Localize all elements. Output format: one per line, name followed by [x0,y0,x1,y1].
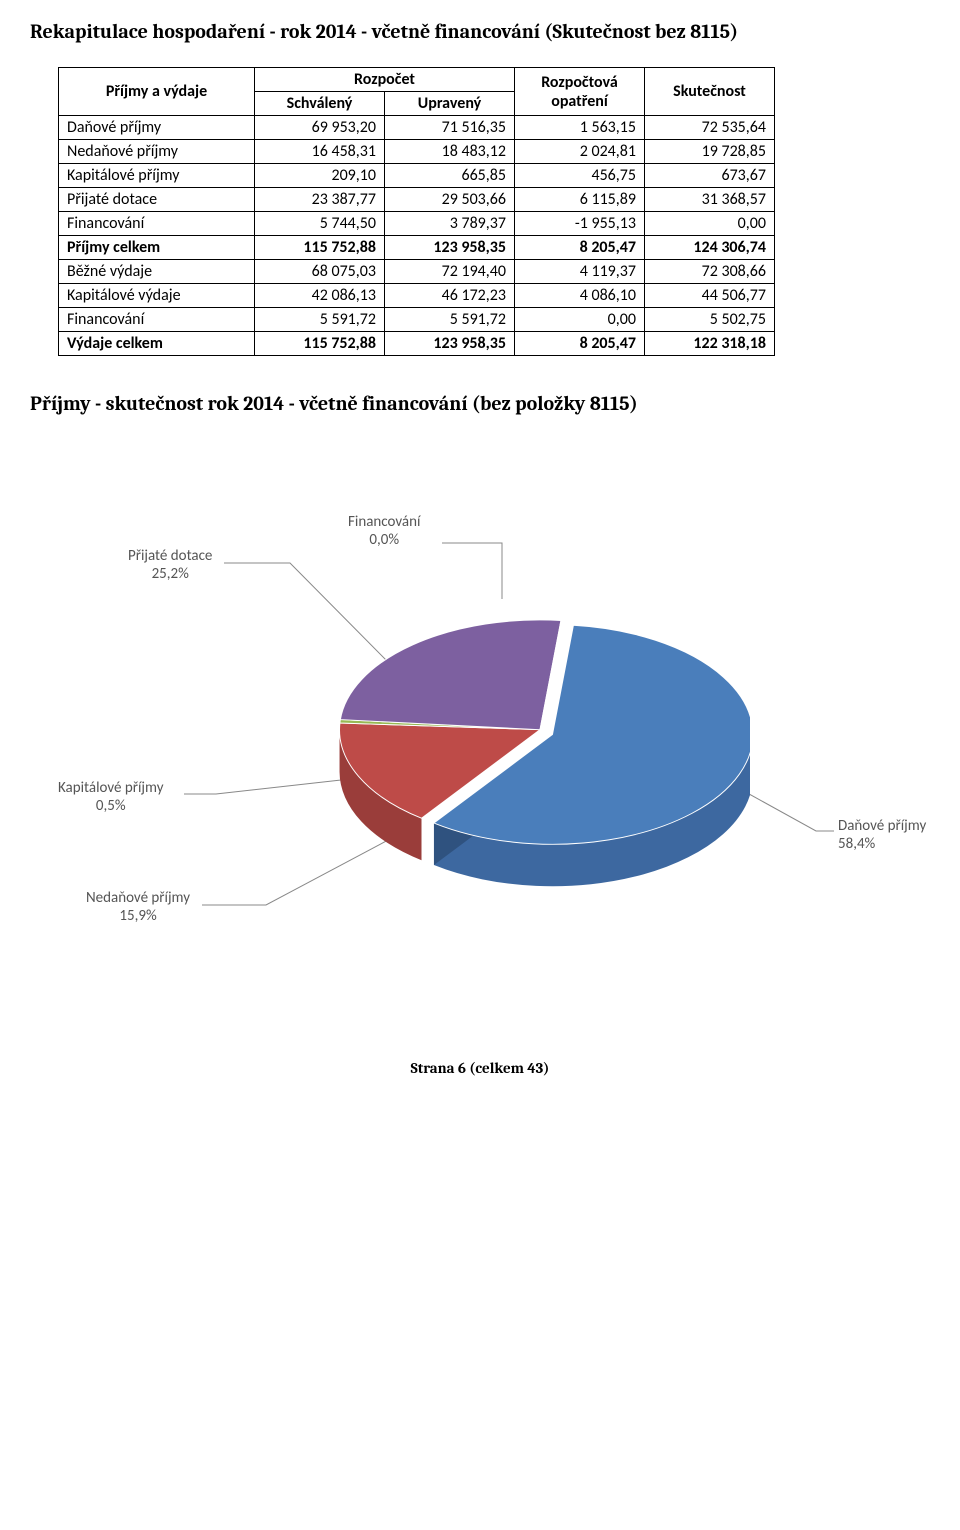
row-value: 31 368,57 [645,188,775,212]
row-value: 42 086,13 [255,284,385,308]
row-value: 5 502,75 [645,308,775,332]
row-value: 673,67 [645,164,775,188]
row-value: 68 075,03 [255,260,385,284]
th-skutecnost: Skutečnost [645,68,775,116]
row-value: 209,10 [255,164,385,188]
table-row: Kapitálové výdaje42 086,1346 172,234 086… [59,284,775,308]
row-value: 72 308,66 [645,260,775,284]
row-value: 71 516,35 [385,116,515,140]
row-value: -1 955,13 [515,212,645,236]
row-value: 8 205,47 [515,236,645,260]
page-footer: Strana 6 (celkem 43) [30,1059,930,1077]
page-title: Rekapitulace hospodaření - rok 2014 - vč… [30,20,930,43]
callout-pct: 15,9% [86,907,190,925]
row-label: Přijaté dotace [59,188,255,212]
row-value: 44 506,77 [645,284,775,308]
row-value: 6 115,89 [515,188,645,212]
row-label: Daňové příjmy [59,116,255,140]
table-row: Financování5 744,503 789,37-1 955,130,00 [59,212,775,236]
row-value: 16 458,31 [255,140,385,164]
row-value: 0,00 [515,308,645,332]
row-value: 115 752,88 [255,332,385,356]
row-value: 29 503,66 [385,188,515,212]
table-row: Nedaňové příjmy16 458,3118 483,122 024,8… [59,140,775,164]
row-value: 8 205,47 [515,332,645,356]
row-value: 4 086,10 [515,284,645,308]
callout-pct: 58,4% [838,835,926,853]
row-label: Nedaňové příjmy [59,140,255,164]
table-row: Kapitálové příjmy209,10665,85456,75673,6… [59,164,775,188]
callout-label: Daňové příjmy [838,817,926,835]
row-value: 5 744,50 [255,212,385,236]
row-value: 5 591,72 [255,308,385,332]
callout-label: Nedaňové příjmy [86,889,190,907]
row-label: Příjmy celkem [59,236,255,260]
callout-pct: 25,2% [128,565,212,583]
recap-table: Příjmy a výdaje Rozpočet Rozpočtová opat… [58,67,775,356]
row-value: 122 318,18 [645,332,775,356]
table-row: Příjmy celkem115 752,88123 958,358 205,4… [59,236,775,260]
row-value: 69 953,20 [255,116,385,140]
row-value: 115 752,88 [255,236,385,260]
table-row: Výdaje celkem115 752,88123 958,358 205,4… [59,332,775,356]
table-row: Financování5 591,725 591,720,005 502,75 [59,308,775,332]
callout-label: Kapitálové příjmy [58,779,163,797]
row-value: 3 789,37 [385,212,515,236]
table-row: Přijaté dotace23 387,7729 503,666 115,89… [59,188,775,212]
row-label: Kapitálové příjmy [59,164,255,188]
callout-danove: Daňové příjmy 58,4% [838,817,926,853]
row-value: 2 024,81 [515,140,645,164]
row-value: 72 535,64 [645,116,775,140]
row-label: Financování [59,308,255,332]
table-row: Daňové příjmy69 953,2071 516,351 563,157… [59,116,775,140]
row-value: 124 306,74 [645,236,775,260]
callout-pct: 0,5% [58,797,163,815]
row-value: 18 483,12 [385,140,515,164]
chart-title: Příjmy - skutečnost rok 2014 - včetně fi… [30,392,930,415]
callout-kapitalove: Kapitálové příjmy 0,5% [58,779,163,815]
th-schvaleny: Schválený [255,92,385,116]
row-label: Běžné výdaje [59,260,255,284]
callout-financovani: Financování 0,0% [348,513,420,549]
row-value: 5 591,72 [385,308,515,332]
row-value: 123 958,35 [385,236,515,260]
callout-pct: 0,0% [348,531,420,549]
th-upraveny: Upravený [385,92,515,116]
row-value: 4 119,37 [515,260,645,284]
th-rowlabel: Příjmy a výdaje [59,68,255,116]
row-value: 123 958,35 [385,332,515,356]
callout-nedanove: Nedaňové příjmy 15,9% [86,889,190,925]
row-value: 0,00 [645,212,775,236]
callout-dotace: Přijaté dotace 25,2% [128,547,212,583]
row-value: 1 563,15 [515,116,645,140]
pie-svg [330,599,750,889]
row-value: 665,85 [385,164,515,188]
row-label: Kapitálové výdaje [59,284,255,308]
row-label: Financování [59,212,255,236]
table-row: Běžné výdaje68 075,0372 194,404 119,3772… [59,260,775,284]
row-label: Výdaje celkem [59,332,255,356]
row-value: 46 172,23 [385,284,515,308]
row-value: 19 728,85 [645,140,775,164]
callout-label: Financování [348,513,420,531]
th-rozpocet: Rozpočet [255,68,515,92]
pie-chart: Financování 0,0% Přijaté dotace 25,2% Ka… [30,439,930,999]
th-opatreni: Rozpočtová opatření [515,68,645,116]
row-value: 23 387,77 [255,188,385,212]
row-value: 456,75 [515,164,645,188]
row-value: 72 194,40 [385,260,515,284]
callout-label: Přijaté dotace [128,547,212,565]
